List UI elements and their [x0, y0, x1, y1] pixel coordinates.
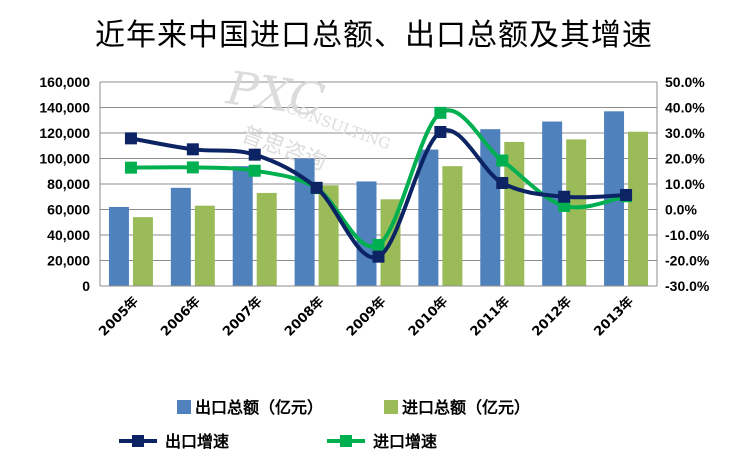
x-tick-label: 2008年 [281, 294, 327, 340]
export-growth-point [434, 125, 447, 138]
y-right-tick-label: 50.0% [665, 74, 705, 90]
legend-import-growth: 进口增速 [327, 432, 437, 451]
y-left-tick-label: 100,000 [39, 151, 90, 167]
import-total-bar [504, 141, 525, 286]
export-total-bar [170, 187, 191, 286]
x-tick-label: 2011年 [467, 294, 513, 340]
import-growth-point [558, 199, 571, 212]
legend-swatch [177, 400, 191, 414]
y-right-tick-label: 20.0% [665, 151, 705, 167]
y-left-tick-label: 40,000 [47, 227, 90, 243]
legend-label: 进口总额（亿元） [402, 398, 530, 417]
bars [108, 111, 649, 287]
export-total-bar [356, 181, 377, 286]
export-growth-point [372, 250, 385, 263]
x-tick-label: 2007年 [219, 294, 265, 340]
chart-title: 近年来中国进口总额、出口总额及其增速 [95, 18, 653, 53]
x-tick-label: 2013年 [591, 294, 637, 340]
legend-export-total: 出口总额（亿元） [177, 398, 323, 417]
lines [124, 106, 633, 263]
export-growth-point [558, 190, 571, 203]
y-left-tick-label: 20,000 [47, 253, 90, 269]
export-growth-point [248, 148, 261, 161]
legend-import-total: 进口总额（亿元） [384, 398, 530, 417]
x-tick-label: 2010年 [405, 294, 451, 340]
legend-marker [132, 435, 144, 447]
import-growth-point [124, 161, 137, 174]
import-total-bar [442, 166, 463, 286]
import-total-bar [628, 131, 649, 286]
y-right-tick-label: 40.0% [665, 100, 705, 116]
y-right-tick-label: -10.0% [665, 227, 710, 243]
legend-export-growth: 出口增速 [119, 432, 229, 451]
export-total-bar [232, 166, 253, 286]
export-growth-point [186, 143, 199, 156]
y-right-tick-label: 10.0% [665, 176, 705, 192]
import-total-bar [132, 217, 153, 286]
legend-label: 出口增速 [165, 432, 229, 451]
x-tick-label: 2005年 [96, 294, 142, 340]
export-total-bar [542, 121, 563, 287]
import-total-bar [566, 139, 587, 286]
export-growth-point [620, 188, 633, 201]
legend-marker [340, 435, 352, 447]
export-total-bar [418, 149, 439, 286]
y-right-tick-label: 0.0% [665, 202, 697, 218]
export-growth-point [124, 132, 137, 145]
import-growth-line [130, 108, 627, 249]
y-right-tick-label: -20.0% [665, 253, 710, 269]
x-tick-label: 2006年 [158, 294, 204, 340]
import-growth-point [372, 238, 385, 251]
y-left-tick-label: 160,000 [39, 74, 90, 90]
legend: 出口总额（亿元） 进口总额（亿元） 出口增速 进口增速 [119, 398, 530, 451]
import-total-bar [194, 205, 215, 286]
export-total-bar [108, 206, 129, 286]
export-growth-point [496, 176, 509, 189]
x-tick-label: 2009年 [343, 294, 389, 340]
legend-label: 进口增速 [373, 432, 437, 451]
export-total-bar [480, 129, 501, 286]
y-right-tick-label: -30.0% [665, 278, 710, 294]
import-growth-point [186, 161, 199, 174]
import-growth-point [248, 164, 261, 177]
export-total-bar [294, 158, 315, 286]
legend-label: 出口总额（亿元） [195, 398, 323, 417]
y-left-tick-label: 120,000 [39, 125, 90, 141]
export-growth-point [310, 181, 323, 194]
x-tick-label: 2012年 [529, 294, 575, 340]
y-right-tick-label: 30.0% [665, 125, 705, 141]
export-growth-line [130, 128, 627, 260]
y-left-tick-label: 0 [82, 278, 90, 294]
y-left-tick-label: 80,000 [47, 176, 90, 192]
y-left-tick-label: 140,000 [39, 100, 90, 116]
import-growth-point [496, 154, 509, 167]
y-left-tick-label: 60,000 [47, 202, 90, 218]
import-total-bar [256, 192, 277, 286]
legend-swatch [384, 400, 398, 414]
import-growth-point [434, 106, 447, 119]
